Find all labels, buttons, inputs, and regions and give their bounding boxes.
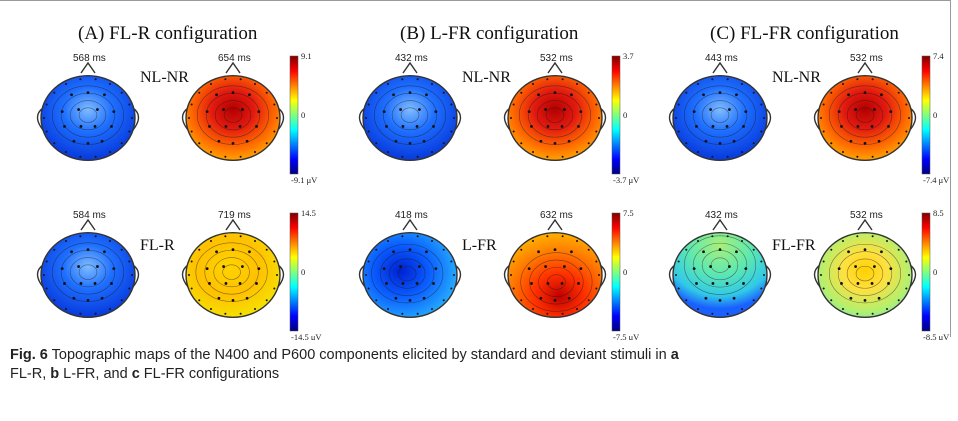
condition-label: NL-NR xyxy=(140,69,189,86)
topographic-maps-figure: (A) FL-R configuration 568 ms 654 ms NL-NR 9… xyxy=(36,23,950,340)
latency-label: 719 ms xyxy=(218,210,251,221)
latency-label: 654 ms xyxy=(218,53,251,64)
latency-label: 532 ms xyxy=(540,53,573,64)
figure-caption: Fig. 6 Topographic maps of the N400 and … xyxy=(10,346,940,384)
scalp-map xyxy=(668,61,772,161)
panel-title: (C) FL-FR configuration xyxy=(710,23,899,44)
latency-label: 432 ms xyxy=(395,53,428,64)
colorbar-min: -7.5 μV xyxy=(613,332,640,340)
scalp-map xyxy=(181,61,285,161)
colorbar-min: -7.4 μV xyxy=(923,175,950,185)
caption-text-2: FL-R, xyxy=(10,366,47,382)
scalp-map xyxy=(181,218,285,318)
colorbar xyxy=(289,212,299,332)
latency-label: 632 ms xyxy=(540,210,573,221)
colorbar-max: 8.5 xyxy=(933,208,944,218)
scalp-map xyxy=(813,61,917,161)
colorbar-mid: 0 xyxy=(933,110,937,120)
latency-label: 532 ms xyxy=(850,53,883,64)
panel-title: (A) FL-R configuration xyxy=(78,23,258,44)
scalp-map xyxy=(813,218,917,318)
latency-label: 443 ms xyxy=(705,53,738,64)
colorbar xyxy=(611,55,621,175)
condition-label: L-FR xyxy=(462,237,497,254)
condition-label: NL-NR xyxy=(462,69,511,86)
caption-letter-a: a xyxy=(670,347,679,363)
colorbar xyxy=(289,55,299,175)
colorbar-max: 14.5 xyxy=(301,208,316,218)
scalp-map xyxy=(503,218,607,318)
caption-text-4: FL-FR configurations xyxy=(143,366,280,382)
latency-label: 584 ms xyxy=(73,210,106,221)
colorbar-max: 7.5 xyxy=(623,208,634,218)
colorbar-min: -14.5 μV xyxy=(291,332,322,340)
colorbar-mid: 0 xyxy=(933,267,937,277)
colorbar xyxy=(611,212,621,332)
colorbar xyxy=(921,55,931,175)
colorbar-min: -3.7 μV xyxy=(613,175,640,185)
scalp-map xyxy=(36,218,140,318)
scalp-map xyxy=(503,61,607,161)
latency-label: 568 ms xyxy=(73,53,106,64)
colorbar-min: -9.1 μV xyxy=(291,175,318,185)
colorbar-max: 9.1 xyxy=(301,51,312,61)
latency-label: 432 ms xyxy=(705,210,738,221)
figure-frame xyxy=(0,0,951,337)
colorbar-mid: 0 xyxy=(623,110,627,120)
caption-text-1: Topographic maps of the N400 and P600 co… xyxy=(51,347,667,363)
caption-label: Fig. 6 xyxy=(10,347,48,363)
latency-label: 418 ms xyxy=(395,210,428,221)
caption-letter-c: c xyxy=(131,366,140,382)
latency-label: 532 ms xyxy=(850,210,883,221)
scalp-map xyxy=(36,61,140,161)
colorbar xyxy=(921,212,931,332)
panel-title: (B) L-FR configuration xyxy=(400,23,579,44)
caption-letter-b: b xyxy=(50,366,60,382)
condition-label: NL-NR xyxy=(772,69,821,86)
colorbar-mid: 0 xyxy=(623,267,627,277)
scalp-map xyxy=(668,218,772,318)
caption-text-3: L-FR, and xyxy=(63,366,128,382)
colorbar-min: -8.5 μV xyxy=(923,332,950,340)
colorbar-mid: 0 xyxy=(301,110,305,120)
condition-label: FL-FR xyxy=(772,237,816,254)
condition-label: FL-R xyxy=(140,237,175,254)
colorbar-max: 3.7 xyxy=(623,51,634,61)
colorbar-max: 7.4 xyxy=(933,51,944,61)
scalp-map xyxy=(358,61,462,161)
colorbar-mid: 0 xyxy=(301,267,305,277)
scalp-map xyxy=(358,218,462,318)
